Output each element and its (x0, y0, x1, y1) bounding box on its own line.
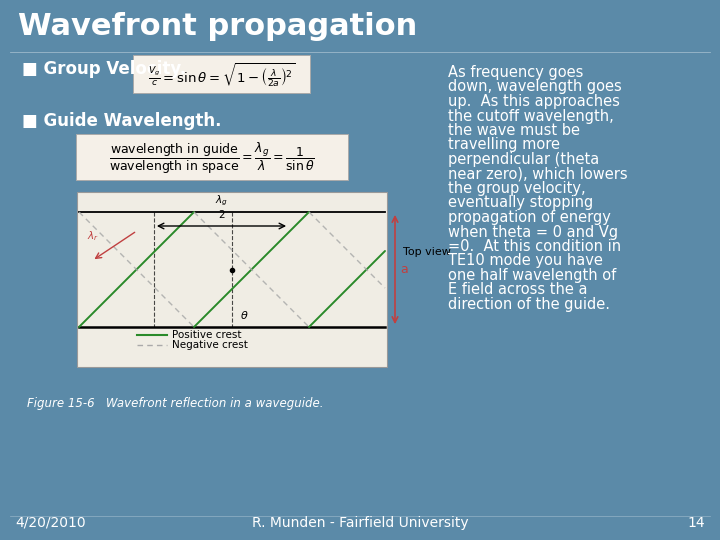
Text: ■ Group Velocity.: ■ Group Velocity. (22, 60, 186, 78)
Text: near zero), which lowers: near zero), which lowers (448, 166, 628, 181)
Text: Figure 15-6   Wavefront reflection in a waveguide.: Figure 15-6 Wavefront reflection in a wa… (27, 397, 323, 410)
FancyBboxPatch shape (133, 55, 310, 93)
Text: perpendicular (theta: perpendicular (theta (448, 152, 599, 167)
Text: Top view: Top view (403, 247, 451, 257)
Text: TE10 mode you have: TE10 mode you have (448, 253, 603, 268)
Text: the group velocity,: the group velocity, (448, 181, 585, 196)
Text: the cutoff wavelength,: the cutoff wavelength, (448, 109, 613, 124)
Text: up.  As this approaches: up. As this approaches (448, 94, 620, 109)
Text: propagation of energy: propagation of energy (448, 210, 611, 225)
Text: travelling more: travelling more (448, 138, 560, 152)
Text: $\frac{V_g}{c} = \sin\theta = \sqrt{1 - \left(\frac{\lambda}{2a}\right)^{\!2}}$: $\frac{V_g}{c} = \sin\theta = \sqrt{1 - … (148, 61, 296, 89)
Text: when theta = 0 and Vg: when theta = 0 and Vg (448, 225, 618, 240)
Bar (77, 192, 387, 367)
Text: 4/20/2010: 4/20/2010 (15, 516, 86, 530)
Text: As frequency goes: As frequency goes (448, 65, 583, 80)
Text: =0.  At this condition in: =0. At this condition in (448, 239, 621, 254)
Text: R. Munden - Fairfield University: R. Munden - Fairfield University (252, 516, 468, 530)
Text: direction of the guide.: direction of the guide. (448, 297, 610, 312)
Text: Negative crest: Negative crest (172, 340, 248, 350)
Text: E field across the a: E field across the a (448, 282, 588, 298)
Text: eventually stopping: eventually stopping (448, 195, 593, 211)
Text: one half wavelength of: one half wavelength of (448, 268, 616, 283)
Text: a: a (400, 263, 408, 276)
Text: $\lambda_r$: $\lambda_r$ (87, 229, 99, 242)
FancyBboxPatch shape (76, 134, 348, 180)
Text: the wave must be: the wave must be (448, 123, 580, 138)
Text: $\theta$: $\theta$ (240, 309, 248, 321)
Text: Wavefront propagation: Wavefront propagation (18, 12, 418, 41)
Text: $\lambda_g$
2: $\lambda_g$ 2 (215, 194, 228, 220)
Text: $\dfrac{\mathrm{wavelength\ in\ guide}}{\mathrm{wavelength\ in\ space}} = \dfrac: $\dfrac{\mathrm{wavelength\ in\ guide}}{… (109, 140, 315, 176)
Text: ■ Guide Wavelength.: ■ Guide Wavelength. (22, 112, 222, 130)
Text: down, wavelength goes: down, wavelength goes (448, 79, 622, 94)
Text: 14: 14 (688, 516, 705, 530)
Text: Positive crest: Positive crest (172, 330, 241, 340)
